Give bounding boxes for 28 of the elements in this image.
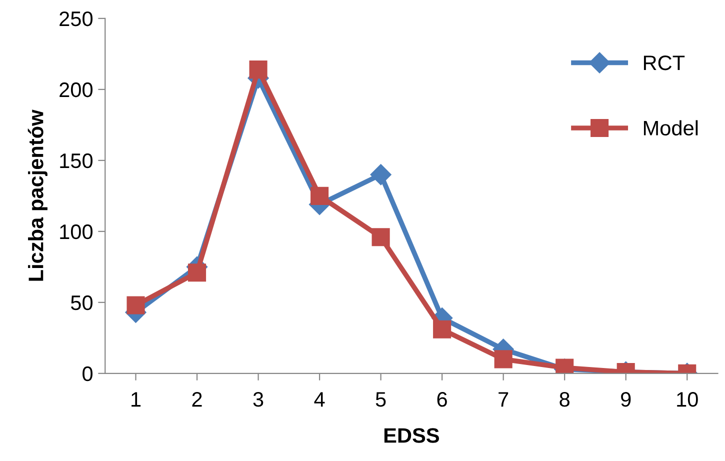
x-tick-label: 8 [560, 392, 570, 407]
y-axis-title: Liczba pacjentów [28, 110, 48, 281]
point [372, 228, 390, 246]
point [188, 264, 206, 282]
x-tick-label: 5 [376, 392, 386, 407]
point [310, 186, 329, 205]
legend-label: RCT [644, 55, 685, 70]
y-tick-label: 50 [70, 295, 93, 310]
x-tick-label: 1 [132, 392, 141, 407]
y-tick-label: 250 [60, 11, 93, 26]
point [433, 320, 452, 338]
y-tick-label: 200 [60, 82, 93, 98]
point [370, 164, 392, 186]
x-tick-label: 10 [677, 392, 698, 407]
x-tick-label: 9 [621, 392, 631, 407]
point [126, 296, 145, 314]
y-tick-label: 100 [60, 224, 93, 240]
x-tick-label: 3 [253, 392, 264, 407]
point [494, 350, 512, 368]
x-tick-label: 7 [498, 392, 508, 407]
y-tick-label: 0 [82, 366, 93, 382]
x-tick-label: 6 [437, 392, 447, 407]
x-tick-label: 2 [192, 392, 202, 407]
x-tick-label: 4 [314, 392, 325, 407]
point [249, 60, 268, 79]
x-axis-title: EDSS [384, 428, 439, 443]
y-tick-label: 150 [60, 153, 93, 168]
legend-label: Model [644, 120, 698, 136]
